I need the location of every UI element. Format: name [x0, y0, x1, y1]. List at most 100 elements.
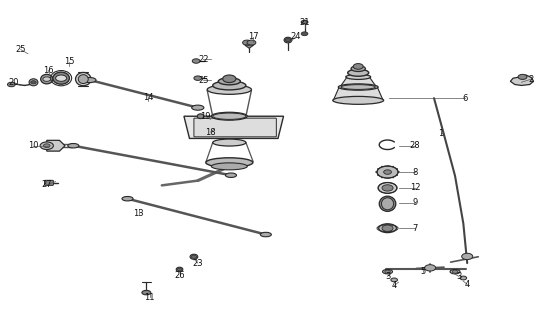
Text: 28: 28: [410, 141, 420, 150]
Ellipse shape: [190, 254, 198, 259]
Circle shape: [382, 225, 393, 231]
Circle shape: [43, 144, 50, 148]
Text: 14: 14: [143, 93, 153, 102]
Ellipse shape: [460, 276, 466, 280]
Circle shape: [242, 40, 251, 45]
Text: 6: 6: [462, 94, 468, 103]
Text: 8: 8: [413, 168, 418, 177]
Text: 1: 1: [439, 129, 444, 138]
Circle shape: [192, 59, 200, 63]
Polygon shape: [334, 88, 383, 100]
Ellipse shape: [260, 232, 271, 237]
Circle shape: [452, 270, 458, 273]
Text: 16: 16: [43, 66, 54, 75]
Text: 4: 4: [465, 280, 470, 289]
Ellipse shape: [29, 79, 38, 86]
Text: 2: 2: [529, 75, 534, 84]
Polygon shape: [184, 116, 284, 139]
Ellipse shape: [219, 78, 240, 85]
Text: 3: 3: [385, 272, 390, 281]
Ellipse shape: [391, 278, 398, 282]
Ellipse shape: [301, 20, 308, 24]
Circle shape: [191, 255, 197, 258]
Ellipse shape: [348, 69, 369, 76]
Circle shape: [56, 75, 67, 81]
Ellipse shape: [213, 81, 246, 90]
Text: 21: 21: [299, 19, 310, 28]
Ellipse shape: [213, 139, 246, 146]
Ellipse shape: [225, 173, 236, 178]
Text: 24: 24: [290, 32, 301, 41]
Circle shape: [385, 270, 390, 273]
Text: 9: 9: [413, 198, 418, 207]
Circle shape: [40, 142, 53, 149]
Text: 25: 25: [198, 76, 208, 84]
Ellipse shape: [78, 75, 88, 84]
Text: 27: 27: [42, 180, 52, 189]
Circle shape: [285, 38, 291, 42]
Circle shape: [31, 81, 36, 84]
Circle shape: [353, 64, 363, 69]
Polygon shape: [510, 75, 534, 85]
Circle shape: [7, 82, 15, 87]
Polygon shape: [340, 77, 376, 87]
Text: 7: 7: [413, 224, 418, 233]
Circle shape: [384, 170, 391, 174]
Ellipse shape: [122, 196, 133, 201]
Ellipse shape: [68, 143, 79, 148]
Ellipse shape: [41, 74, 53, 84]
Text: 4: 4: [391, 281, 397, 290]
Ellipse shape: [338, 84, 378, 90]
Ellipse shape: [192, 105, 204, 110]
Ellipse shape: [378, 182, 397, 193]
Ellipse shape: [383, 269, 393, 274]
Ellipse shape: [207, 85, 251, 94]
Text: 15: 15: [63, 57, 74, 66]
Circle shape: [247, 40, 256, 45]
Text: 13: 13: [133, 209, 144, 219]
FancyBboxPatch shape: [194, 118, 276, 137]
Ellipse shape: [450, 269, 460, 274]
Ellipse shape: [76, 72, 91, 86]
Polygon shape: [47, 140, 65, 151]
Circle shape: [382, 185, 393, 191]
Circle shape: [301, 32, 308, 36]
Ellipse shape: [206, 158, 253, 167]
Ellipse shape: [351, 66, 365, 71]
Ellipse shape: [211, 163, 247, 170]
Text: 10: 10: [28, 141, 39, 150]
Ellipse shape: [377, 166, 398, 178]
Text: 25: 25: [16, 45, 26, 54]
Circle shape: [222, 75, 236, 83]
Ellipse shape: [346, 74, 371, 79]
Circle shape: [518, 74, 527, 79]
Circle shape: [177, 268, 182, 271]
Text: 26: 26: [174, 271, 185, 280]
Ellipse shape: [213, 113, 246, 119]
Ellipse shape: [284, 37, 292, 43]
Circle shape: [461, 253, 473, 260]
Ellipse shape: [381, 198, 394, 210]
Ellipse shape: [211, 112, 247, 120]
Ellipse shape: [142, 290, 151, 295]
Text: 23: 23: [192, 259, 203, 268]
Ellipse shape: [197, 114, 204, 119]
Text: 3: 3: [456, 272, 461, 281]
Text: 18: 18: [205, 128, 216, 137]
Ellipse shape: [333, 96, 384, 104]
Ellipse shape: [53, 72, 70, 84]
Ellipse shape: [379, 196, 396, 212]
Text: 20: 20: [8, 78, 19, 87]
FancyBboxPatch shape: [44, 180, 53, 185]
Ellipse shape: [176, 267, 183, 272]
Circle shape: [194, 76, 202, 80]
Ellipse shape: [84, 77, 96, 83]
Ellipse shape: [379, 224, 396, 233]
Circle shape: [43, 77, 51, 81]
Text: 12: 12: [410, 183, 420, 192]
Text: 22: 22: [198, 55, 208, 64]
Text: 5: 5: [420, 267, 425, 276]
Text: 17: 17: [248, 32, 259, 41]
Text: 19: 19: [200, 112, 210, 121]
Circle shape: [425, 265, 436, 271]
